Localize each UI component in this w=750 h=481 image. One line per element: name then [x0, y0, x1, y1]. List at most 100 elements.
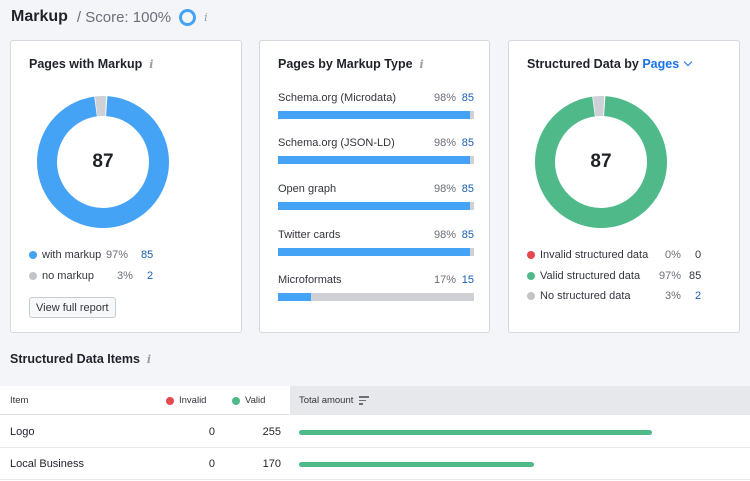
donut-chart: [37, 96, 169, 228]
card-title-text: Structured Data by: [527, 57, 639, 71]
bar-track: [278, 248, 474, 256]
column-header-valid[interactable]: Valid: [232, 386, 265, 415]
markup-type-count-link[interactable]: 85: [461, 183, 474, 195]
legend-dot-icon: [29, 271, 37, 280]
invalid-dot-icon: [166, 396, 174, 405]
item-cell: Local Business: [10, 458, 84, 470]
legend-count: 0: [695, 249, 702, 262]
card-title-text: Pages by Markup Type: [278, 57, 413, 71]
column-header-label: Valid: [245, 395, 266, 406]
structured-data-donut: 87: [535, 96, 667, 228]
table-row[interactable]: Logo 0 255: [0, 416, 750, 448]
legend-pct: 3%: [117, 269, 133, 282]
pages-by-markup-type-card: Pages by Markup Type i Schema.org (Microd…: [259, 40, 490, 333]
markup-type-label: Microformats: [278, 274, 342, 286]
score-ring-icon: [179, 8, 197, 26]
page-header: Markup / Score: 100% i: [11, 6, 208, 28]
legend-pct: 0%: [665, 249, 681, 262]
info-icon[interactable]: i: [204, 10, 208, 24]
valid-dot-icon: [232, 396, 240, 405]
bar-fill: [278, 156, 471, 164]
pages-dropdown[interactable]: Pages: [642, 57, 693, 71]
legend-pct: 3%: [665, 290, 681, 303]
markup-type-pct: 17%: [433, 274, 456, 286]
legend-row-with-markup: with markup 97% 85: [29, 245, 229, 266]
column-header-total-amount[interactable]: Total amount: [299, 386, 370, 415]
bar-fill: [278, 293, 312, 301]
column-header-invalid[interactable]: Invalid: [166, 386, 206, 415]
bar-fill: [278, 248, 471, 256]
page-title: Markup: [11, 8, 68, 25]
pages-with-markup-donut: 87: [37, 96, 169, 228]
bar-track: [278, 156, 474, 164]
markup-type-label: Schema.org (JSON-LD): [278, 137, 395, 149]
markup-type-count-link[interactable]: 85: [461, 229, 474, 241]
legend-pct: 97%: [659, 269, 682, 282]
markup-type-label: Open graph: [278, 183, 337, 195]
card-title: Pages by Markup Type i: [278, 57, 424, 71]
bar-track: [278, 111, 474, 119]
donut-segment-0[interactable]: [37, 96, 169, 228]
invalid-cell: 0: [208, 458, 215, 470]
table-header: Item Invalid Valid Total amount: [0, 386, 750, 415]
markup-type-pct: 98%: [433, 229, 456, 241]
markup-type-pct: 98%: [433, 92, 456, 104]
bar-fill: [278, 111, 471, 119]
total-amount-bar: [299, 462, 535, 467]
markup-type-label: Schema.org (Microdata): [278, 92, 396, 104]
card-title: Structured Data by Pages: [527, 57, 693, 71]
card-title-text: Pages with Markup: [29, 57, 143, 71]
view-full-report-button[interactable]: View full report: [29, 297, 116, 318]
section-title: Structured Data Items i: [10, 352, 151, 366]
markup-type-pct: 98%: [433, 137, 456, 149]
legend-count-link[interactable]: 85: [141, 249, 154, 262]
legend-label: Valid structured data: [540, 269, 641, 282]
donut-segment-1[interactable]: [37, 96, 169, 228]
structured-data-items-table: Item Invalid Valid Total amount Logo 0 2…: [0, 386, 750, 481]
legend-dot-icon: [29, 251, 37, 260]
legend-pct: 97%: [106, 249, 129, 262]
info-icon[interactable]: i: [149, 58, 154, 71]
legend-count-link[interactable]: 2: [147, 269, 154, 282]
pages-with-markup-card: Pages with Markup i 87 with markup 97% 85…: [10, 40, 242, 333]
table-row[interactable]: Local Business 0 170: [0, 448, 750, 480]
markup-type-count-link[interactable]: 15: [461, 274, 474, 286]
markup-type-label: Twitter cards: [278, 229, 341, 241]
pages-dropdown-label: Pages: [642, 57, 680, 71]
sort-icon: [359, 395, 370, 406]
bar-track: [278, 202, 474, 210]
legend-row-no-structured-data: No structured data 3% 2: [527, 286, 727, 307]
column-header-label: Total amount: [299, 395, 354, 406]
legend-count: 85: [689, 269, 702, 282]
legend-label: with markup: [42, 249, 102, 262]
total-amount-bar: [299, 430, 652, 435]
section-title-text: Structured Data Items: [10, 352, 140, 366]
info-icon[interactable]: i: [146, 353, 152, 366]
total-column-header-bg: [290, 386, 750, 415]
legend-dot-icon: [527, 251, 535, 260]
valid-cell: 170: [262, 458, 281, 470]
donut-segment-1[interactable]: [535, 96, 667, 228]
legend-label: no markup: [42, 269, 94, 282]
markup-type-count-link[interactable]: 85: [461, 137, 474, 149]
markup-type-pct: 98%: [433, 183, 456, 195]
structured-data-by-pages-card: Structured Data by Pages 87 Invalid stru…: [508, 40, 740, 333]
legend-row-valid: Valid structured data 97% 85: [527, 266, 727, 287]
legend-row-invalid: Invalid structured data 0% 0: [527, 245, 727, 266]
markup-type-count-link[interactable]: 85: [461, 92, 474, 104]
legend-count-link[interactable]: 2: [695, 290, 702, 303]
legend-dot-icon: [527, 292, 535, 301]
bar-track: [278, 293, 474, 301]
info-icon[interactable]: i: [419, 58, 424, 71]
legend-label: No structured data: [540, 290, 631, 303]
donut-chart: [535, 96, 667, 228]
donut-center-value: 87: [590, 151, 612, 172]
item-cell: Logo: [10, 426, 35, 438]
legend-row-no-markup: no markup 3% 2: [29, 266, 229, 287]
pages-with-markup-legend: with markup 97% 85 no markup 3% 2: [29, 245, 229, 286]
valid-cell: 255: [262, 426, 281, 438]
legend-label: Invalid structured data: [540, 249, 649, 262]
donut-center-value: 87: [92, 151, 114, 172]
column-header-item[interactable]: Item: [10, 395, 29, 406]
score-text: / Score: 100%: [76, 8, 172, 26]
